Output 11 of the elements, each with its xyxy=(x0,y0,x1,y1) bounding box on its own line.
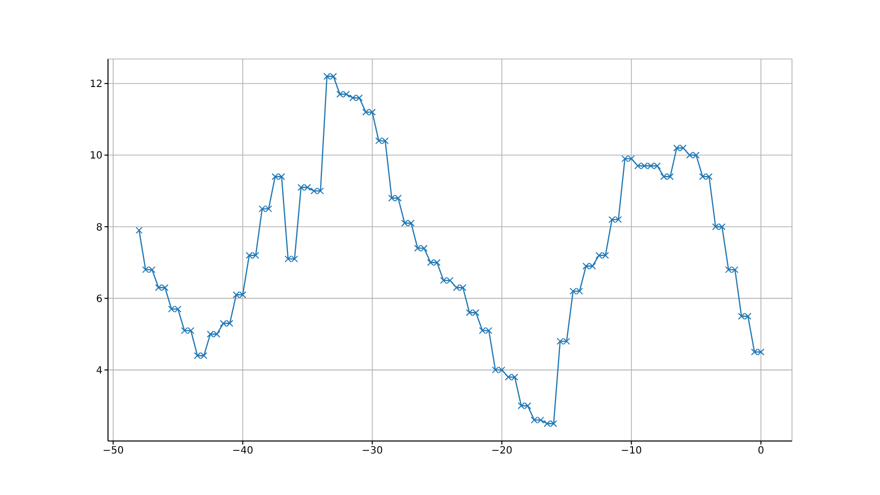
x-tick-label: −40 xyxy=(232,446,254,457)
x-tick-label: 0 xyxy=(758,446,764,457)
x-tick-label: −10 xyxy=(620,446,642,457)
x-tick-label: −20 xyxy=(491,446,512,457)
y-tick-label: 10 xyxy=(90,150,102,162)
y-tick-label: 8 xyxy=(96,222,102,234)
x-tick-label: −50 xyxy=(102,446,124,457)
y-tick-label: 6 xyxy=(96,294,102,305)
y-tick-label: 4 xyxy=(96,365,102,376)
y-tick-label: 12 xyxy=(90,79,102,90)
x-tick-label: −30 xyxy=(362,446,383,457)
